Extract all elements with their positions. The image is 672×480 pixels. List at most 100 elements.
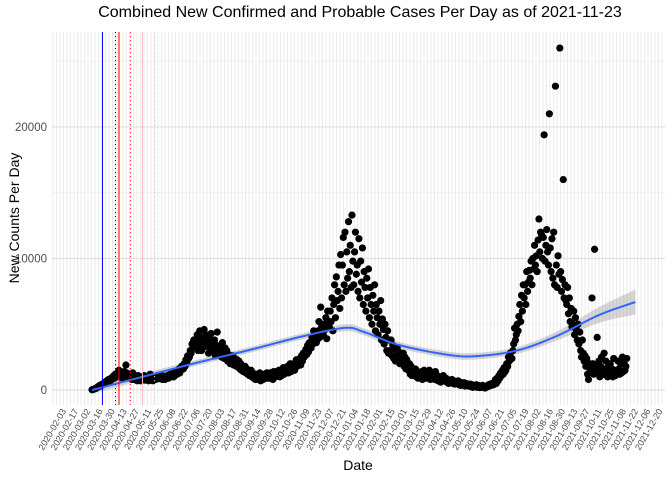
data-point xyxy=(344,274,352,282)
data-point xyxy=(380,340,388,348)
y-tick-label: 0 xyxy=(41,385,47,397)
data-point xyxy=(569,320,577,328)
data-point xyxy=(213,328,221,336)
data-point xyxy=(531,261,540,269)
smooth-curve xyxy=(91,301,636,391)
data-point xyxy=(354,287,362,295)
x-axis-ticks: 2020-02-032020-02-172020-03-022020-03-16… xyxy=(36,407,664,452)
data-point xyxy=(364,265,373,273)
smooth-line xyxy=(91,301,636,391)
data-point xyxy=(370,307,378,315)
data-point xyxy=(341,228,349,236)
data-point xyxy=(571,314,580,322)
data-point xyxy=(369,291,377,299)
data-point xyxy=(343,248,351,256)
data-point xyxy=(348,211,356,219)
data-point xyxy=(520,294,528,302)
data-point xyxy=(551,82,560,90)
data-point xyxy=(363,274,371,282)
data-point xyxy=(535,215,543,223)
data-point xyxy=(352,270,360,278)
data-point xyxy=(331,314,340,322)
data-point xyxy=(533,268,541,276)
data-point xyxy=(540,131,548,139)
data-point xyxy=(530,241,539,249)
data-point xyxy=(559,175,567,184)
data-point xyxy=(590,245,599,253)
y-tick-label: 20000 xyxy=(15,122,47,134)
data-point xyxy=(361,283,369,292)
data-point xyxy=(342,287,350,295)
data-point xyxy=(570,307,578,315)
data-point xyxy=(375,307,383,315)
data-point xyxy=(545,110,553,118)
data-point xyxy=(623,354,631,363)
data-point xyxy=(517,318,525,326)
data-point xyxy=(548,235,556,243)
data-point xyxy=(323,335,331,343)
data-point xyxy=(600,349,608,357)
data-point xyxy=(526,274,534,282)
chart-title: Combined New Confirmed and Probable Case… xyxy=(98,4,622,21)
data-point xyxy=(578,336,586,344)
data-point xyxy=(350,281,358,289)
data-point xyxy=(357,278,366,286)
data-point xyxy=(338,261,347,269)
data-point xyxy=(344,218,353,226)
data-point xyxy=(370,281,379,289)
data-point xyxy=(524,287,532,295)
data-point xyxy=(522,300,530,309)
data-point xyxy=(365,314,373,322)
grid xyxy=(52,32,665,405)
data-point xyxy=(546,244,554,252)
data-point xyxy=(207,329,215,338)
data-point xyxy=(355,235,363,243)
data-point xyxy=(384,327,392,335)
data-point xyxy=(593,333,601,341)
data-point xyxy=(584,375,593,384)
data-point xyxy=(576,328,584,336)
x-axis-label: Date xyxy=(343,457,373,473)
data-point xyxy=(336,304,344,313)
data-point xyxy=(556,44,564,52)
data-point xyxy=(367,300,375,309)
data-point xyxy=(516,300,524,309)
data-point xyxy=(508,354,516,363)
data-point xyxy=(350,248,359,256)
y-axis-ticks: 0 10000 20000 xyxy=(15,122,47,397)
data-point xyxy=(330,281,339,289)
data-point xyxy=(588,294,596,302)
data-point xyxy=(377,296,385,305)
data-point xyxy=(122,361,130,369)
data-point xyxy=(345,268,353,276)
data-point xyxy=(337,294,346,302)
data-point xyxy=(359,300,367,309)
data-point xyxy=(543,225,551,234)
data-point xyxy=(528,281,536,289)
data-point xyxy=(622,362,630,370)
data-point xyxy=(326,307,334,315)
data-point xyxy=(557,287,566,295)
data-point xyxy=(357,257,365,265)
data-point xyxy=(346,241,354,249)
data-point xyxy=(362,307,370,315)
data-point xyxy=(557,268,565,276)
data-point xyxy=(549,274,557,282)
data-point xyxy=(565,294,573,302)
data-point xyxy=(332,273,340,281)
data-point xyxy=(547,268,555,276)
data-point xyxy=(564,283,572,292)
y-tick-label: 10000 xyxy=(15,253,47,265)
data-point xyxy=(550,228,558,236)
data-point xyxy=(518,307,527,315)
data-point xyxy=(554,252,562,260)
reference-lines xyxy=(101,32,156,405)
data-point xyxy=(552,261,560,269)
data-point xyxy=(514,327,522,335)
data-point xyxy=(337,250,345,259)
data-point xyxy=(317,303,325,311)
data-point xyxy=(340,281,348,289)
data-point xyxy=(358,244,367,252)
data-point xyxy=(351,228,360,236)
